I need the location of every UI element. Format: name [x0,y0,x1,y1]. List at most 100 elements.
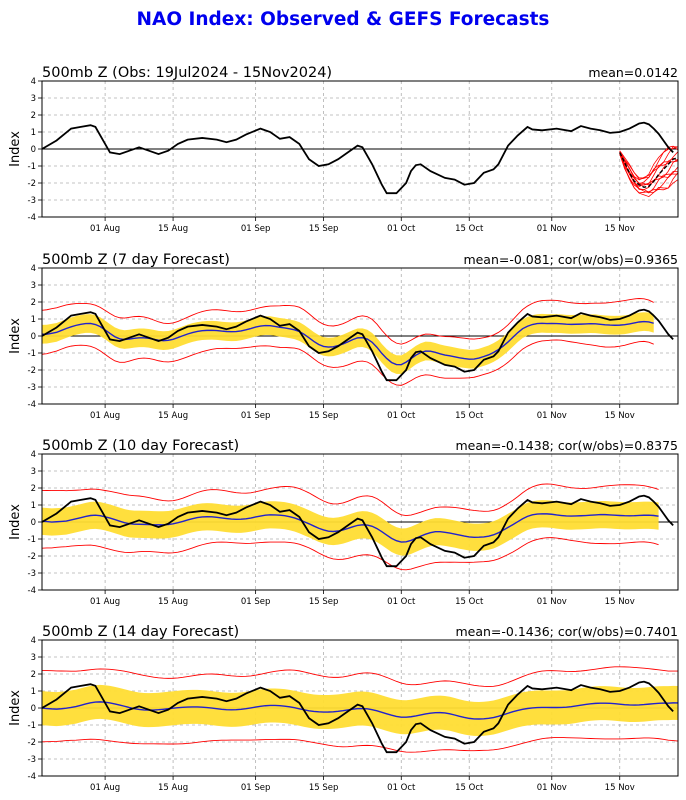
panel-stat: mean=-0.081; cor(w/obs)=0.9365 [463,252,678,267]
y-tick-label: -1 [28,162,36,172]
x-tick-label: 15 Sep [309,597,339,607]
y-tick-label: -3 [28,196,36,206]
ensemble-member-line [619,146,679,180]
panel-title: 500mb Z (14 day Forecast) [42,624,239,640]
x-tick-label: 15 Oct [455,224,484,234]
y-tick-label: 2 [31,111,36,121]
y-tick-label: 1 [31,128,36,138]
y-tick-label: -4 [28,772,36,782]
x-tick-label: 01 Aug [90,224,120,234]
chart-panel-2: 500mb Z (7 day Forecast) mean=-0.081; cor… [8,252,679,421]
y-axis-label: Index [8,690,23,726]
y-tick-label: -2 [28,552,36,562]
x-tick-label: 01 Nov [537,224,567,234]
ensemble-lower-line [41,339,654,386]
forecast-mean-line [619,152,679,188]
x-tick-label: 15 Nov [605,597,635,607]
x-tick-label: 15 Oct [455,783,484,793]
forecast-mean-line [41,320,654,366]
y-tick-label: 0 [31,145,36,155]
x-tick-label: 15 Oct [455,411,484,421]
observed-line [41,494,674,568]
x-tick-label: 15 Nov [605,411,635,421]
ensemble-member-line [619,153,679,194]
chart-panel-1: 500mb Z (Obs: 19Jul2024 - 15Nov2024) mean… [8,65,679,234]
x-tick-label: 01 Aug [90,597,120,607]
y-tick-label: -4 [28,586,36,596]
y-tick-label: 3 [31,467,36,477]
x-tick-label: 01 Sep [241,224,271,234]
y-tick-label: 0 [31,518,36,528]
x-tick-label: 01 Oct [387,224,416,234]
x-tick-label: 01 Aug [90,411,120,421]
ensemble-upper-line [41,483,659,517]
x-tick-label: 15 Sep [309,224,339,234]
x-tick-label: 01 Nov [537,783,567,793]
ensemble-upper-line [41,666,679,687]
observed-line [41,680,674,754]
y-tick-label: 0 [31,332,36,342]
observed-line [41,308,674,382]
y-tick-label: -1 [28,349,36,359]
x-tick-label: 15 Sep [309,411,339,421]
y-tick-label: -4 [28,213,36,223]
y-tick-label: -1 [28,721,36,731]
y-tick-label: 4 [31,77,36,87]
panel-title: 500mb Z (Obs: 19Jul2024 - 15Nov2024) [42,65,332,81]
ensemble-lower-line [41,537,659,571]
x-tick-label: 01 Oct [387,411,416,421]
x-tick-label: 01 Oct [387,597,416,607]
y-tick-label: -1 [28,535,36,545]
forecast-mean-line [41,513,659,543]
y-tick-label: 1 [31,687,36,697]
x-tick-label: 01 Nov [537,597,567,607]
y-tick-label: -3 [28,569,36,579]
y-tick-label: 3 [31,94,36,104]
x-tick-label: 01 Sep [241,597,271,607]
x-tick-label: 15 Aug [158,597,188,607]
y-tick-label: 4 [31,636,36,646]
x-tick-label: 15 Aug [158,783,188,793]
y-tick-label: 1 [31,315,36,325]
x-tick-label: 15 Aug [158,224,188,234]
y-tick-label: -2 [28,366,36,376]
y-tick-label: 2 [31,298,36,308]
panel-stat: mean=0.0142 [588,65,678,80]
y-tick-label: 0 [31,704,36,714]
y-tick-label: -2 [28,179,36,189]
y-tick-label: 4 [31,450,36,460]
panel-stat: mean=-0.1438; cor(w/obs)=0.8375 [455,438,678,453]
y-tick-label: 3 [31,281,36,291]
y-tick-label: 4 [31,264,36,274]
ensemble-member-line [619,146,679,181]
x-tick-label: 01 Oct [387,783,416,793]
x-tick-label: 15 Aug [158,411,188,421]
y-axis-label: Index [8,318,23,354]
panel-title: 500mb Z (7 day Forecast) [42,252,230,268]
y-axis-label: Index [8,131,23,167]
y-tick-label: 3 [31,653,36,663]
ensemble-upper-line [41,298,654,345]
y-tick-label: -3 [28,755,36,765]
y-tick-label: -2 [28,738,36,748]
y-tick-label: -4 [28,400,36,410]
y-axis-label: Index [8,504,23,540]
x-tick-label: 01 Sep [241,783,271,793]
chart-panel-4: 500mb Z (14 day Forecast) mean=-0.1436; c… [8,624,679,793]
x-tick-label: 01 Nov [537,411,567,421]
observed-line [41,121,674,195]
y-tick-label: 2 [31,484,36,494]
page-title: NAO Index: Observed & GEFS Forecasts [136,9,550,30]
chart-panel-3: 500mb Z (10 day Forecast) mean=-0.1438; c… [8,438,679,607]
ensemble-lower-line [41,736,679,753]
x-tick-label: 15 Sep [309,783,339,793]
y-tick-label: -3 [28,383,36,393]
panel-title: 500mb Z (10 day Forecast) [42,438,239,454]
y-tick-label: 2 [31,670,36,680]
x-tick-label: 01 Sep [241,411,271,421]
x-tick-label: 15 Nov [605,224,635,234]
y-tick-label: 1 [31,501,36,511]
panel-stat: mean=-0.1436; cor(w/obs)=0.7401 [455,624,678,639]
x-tick-label: 01 Aug [90,783,120,793]
